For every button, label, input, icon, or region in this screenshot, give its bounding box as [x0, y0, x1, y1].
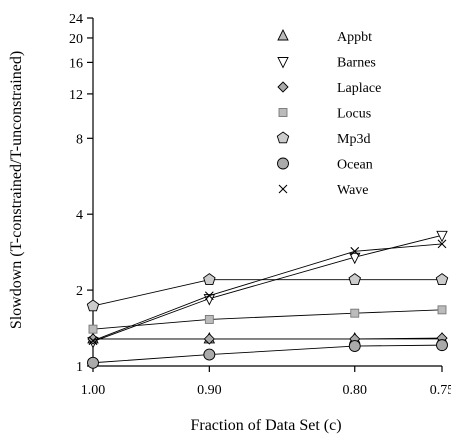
legend-entry-appbt: Appbt — [277, 28, 372, 45]
point-wave — [204, 291, 214, 301]
point-mp3d — [348, 273, 361, 285]
legend-entry-locus: Locus — [278, 107, 371, 122]
point-wave — [437, 239, 447, 249]
legend-marker-barnes — [277, 57, 289, 69]
point-wave-stroke — [204, 291, 214, 301]
x-tick-label: 0.75 — [430, 383, 451, 398]
legend-label-wave: Wave — [337, 183, 369, 198]
point-wave — [88, 336, 98, 346]
y-tick-label: 8 — [76, 132, 83, 147]
y-axis-label: Slowdown (T-constrained/T-unconstrained) — [8, 51, 25, 329]
point-locus — [88, 324, 98, 334]
series-line-mp3d — [92, 279, 442, 307]
point-laplace — [203, 333, 215, 345]
legend-entry-barnes: Barnes — [277, 56, 376, 71]
legend-marker-wave — [278, 184, 288, 194]
point-locus — [437, 305, 447, 315]
point-mp3d — [86, 299, 100, 312]
series-line-wave — [92, 243, 443, 342]
legend-marker-wave-stroke — [278, 184, 288, 194]
series-mp3d — [86, 273, 449, 312]
series-line-barnes — [92, 234, 443, 342]
x-tick-label: 0.90 — [197, 383, 222, 398]
x-tick-label: 0.80 — [343, 383, 368, 398]
x-axis-label: Fraction of Data Set (c) — [190, 417, 341, 434]
legend-marker-mp3d — [276, 131, 290, 144]
point-ocean — [87, 356, 99, 369]
series-line-laplace — [93, 337, 443, 340]
y-tick-label: 2 — [76, 284, 83, 299]
y-tick-label: 4 — [76, 208, 83, 223]
legend-label-mp3d: Mp3d — [337, 132, 370, 147]
legend-marker-appbt — [277, 28, 289, 41]
series-wave — [88, 239, 447, 346]
series-locus — [88, 305, 447, 334]
y-tick-label: 24 — [69, 12, 83, 27]
point-wave — [350, 246, 360, 256]
legend-entry-laplace: Laplace — [277, 81, 381, 96]
y-tick-label: 12 — [69, 88, 83, 103]
legend-label-laplace: Laplace — [337, 81, 381, 96]
point-ocean — [203, 348, 216, 361]
y-tick-label: 16 — [69, 56, 83, 71]
legend-marker-locus — [278, 108, 288, 117]
legend: Appbt Barnes Laplace Locus Mp3d Ocean Wave — [276, 28, 381, 198]
point-mp3d — [203, 273, 216, 285]
point-wave-stroke — [437, 239, 447, 249]
series-barnes — [87, 230, 448, 349]
y-tick-label: 1 — [76, 360, 83, 375]
legend-label-ocean: Ocean — [337, 158, 373, 173]
legend-entry-mp3d: Mp3d — [276, 131, 370, 147]
series-appbt — [87, 331, 448, 344]
series-line-locus — [92, 309, 443, 330]
point-locus — [204, 314, 214, 324]
legend-label-locus: Locus — [337, 107, 371, 122]
series-laplace — [87, 332, 448, 345]
legend-marker-laplace — [277, 81, 289, 93]
point-barnes — [436, 230, 448, 243]
point-ocean — [348, 340, 361, 352]
legend-label-barnes: Barnes — [337, 56, 376, 71]
legend-entry-ocean: Ocean — [277, 157, 373, 173]
series-ocean — [87, 339, 448, 369]
y-tick-label: 20 — [69, 32, 83, 47]
legend-label-appbt: Appbt — [337, 30, 372, 45]
point-locus — [350, 308, 360, 318]
point-wave-stroke — [88, 336, 98, 346]
legend-marker-ocean — [277, 157, 289, 170]
series-line-ocean — [92, 344, 443, 364]
point-ocean — [436, 339, 448, 352]
point-barnes — [349, 252, 361, 265]
legend-entry-wave: Wave — [278, 183, 369, 198]
x-tick-label: 1.00 — [81, 383, 106, 398]
series-layer — [86, 230, 449, 369]
point-wave-stroke — [350, 246, 360, 256]
point-mp3d — [435, 273, 449, 285]
